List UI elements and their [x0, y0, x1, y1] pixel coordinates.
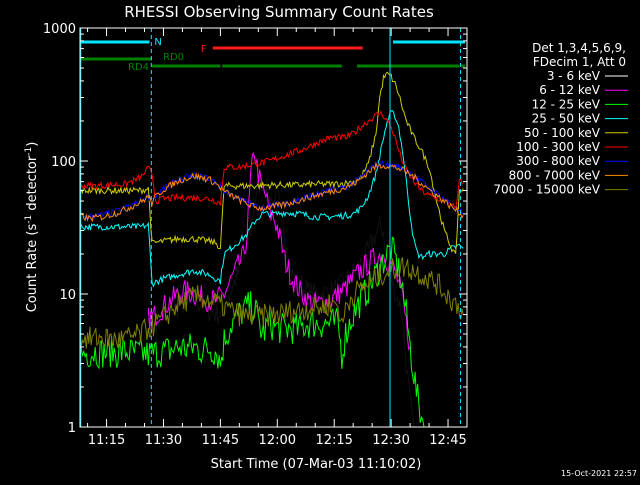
x-tick-label-6: 12:45 — [429, 433, 466, 448]
series-layer — [79, 71, 464, 428]
legend-label-2: 12 - 25 keV — [532, 97, 601, 111]
axes — [79, 27, 468, 428]
footer-date: 15-Oct-2021 22:57 — [561, 469, 637, 478]
y-tick-label-0: 1 — [68, 421, 76, 436]
legend-label-0: 3 - 6 keV — [547, 69, 601, 83]
legend-label-7: 800 - 7000 keV — [509, 168, 601, 182]
plot-frame — [79, 27, 468, 428]
legend-label-4: 50 - 100 keV — [524, 126, 601, 140]
y-axis-label: Count Rate (s-1 detector-1) — [24, 142, 40, 313]
series-line-7 — [79, 161, 464, 223]
x-tick-label-4: 12:15 — [315, 433, 352, 448]
series-line-3 — [79, 110, 464, 288]
legend-label-6: 300 - 800 keV — [516, 154, 600, 168]
rd4-label: RD4 — [128, 62, 149, 73]
series-line-5 — [79, 110, 464, 210]
legend-header-decimation: FDecim 1, Att 0 — [533, 55, 626, 69]
x-tick-label-3: 12:00 — [259, 433, 296, 448]
legend-label-5: 100 - 300 keV — [516, 140, 600, 154]
series-line-8 — [79, 257, 464, 349]
night-label: N — [154, 37, 161, 48]
tick-marks: 11:15 11:30 11:45 12:00 12:15 12:30 12:45 1 10 10… — [43, 22, 468, 448]
y-tick-label-2: 100 — [51, 155, 76, 170]
legend-label-1: 6 - 12 keV — [539, 83, 601, 97]
chart-title: RHESSI Observing Summary Count Rates — [124, 3, 434, 21]
flare-label: F — [201, 44, 207, 55]
legend-label-3: 25 - 50 keV — [532, 112, 601, 126]
legend-header-detectors: Det 1,3,4,5,6,9, — [532, 41, 626, 55]
series-line-4 — [79, 71, 464, 254]
state-bars: N F RD0 RD4 — [80, 37, 466, 73]
legend: Det 1,3,4,5,6,9, FDecim 1, Att 0 3 - 6 k… — [493, 41, 628, 197]
x-tick-label-0: 11:15 — [88, 433, 125, 448]
x-tick-label-2: 11:45 — [202, 433, 239, 448]
x-tick-label-5: 12:30 — [372, 433, 409, 448]
x-tick-label-1: 11:30 — [145, 433, 182, 448]
y-tick-label-3: 1000 — [43, 22, 76, 37]
series-line-1 — [147, 152, 411, 352]
vertical-markers — [80, 28, 462, 427]
rd0-label: RD0 — [163, 52, 184, 63]
legend-label-8: 7000 - 15000 keV — [493, 183, 600, 197]
x-axis-label: Start Time (07-Mar-03 11:10:02) — [211, 457, 422, 472]
series-line-0 — [155, 175, 415, 428]
y-tick-label-1: 10 — [59, 288, 76, 303]
